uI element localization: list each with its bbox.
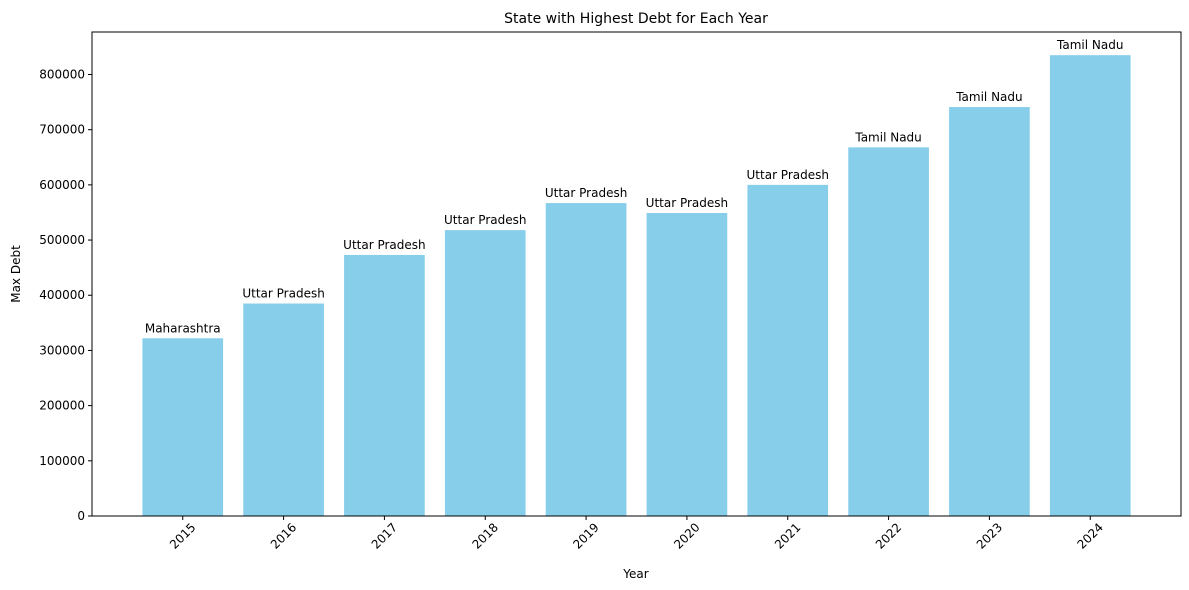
bar-labels-group: Maharashtra Uttar Pradesh Uttar Pradesh Utt… xyxy=(145,38,1124,335)
bar-label-2023: Tamil Nadu xyxy=(955,90,1022,104)
bar-2024 xyxy=(1049,55,1131,517)
bar-2018 xyxy=(444,230,526,516)
bar-label-2017: Uttar Pradesh xyxy=(343,238,425,252)
bar-2022 xyxy=(848,147,929,517)
x-axis: 2015 2016 2017 2018 2019 2020 2021 2022 2023 2024 xyxy=(167,516,1106,552)
x-tick-label: 2019 xyxy=(570,520,601,551)
bar-2023 xyxy=(949,107,1030,516)
bar-2015 xyxy=(142,338,224,516)
y-tick-label: 200000 xyxy=(39,399,85,413)
plot-frame xyxy=(91,31,1182,517)
chart-title: State with Highest Debt for Each Year xyxy=(504,11,768,27)
bar-label-2018: Uttar Pradesh xyxy=(444,213,526,227)
x-tick-label: 2016 xyxy=(268,520,299,551)
x-tick-label: 2024 xyxy=(1075,520,1106,551)
x-tick-label: 2022 xyxy=(873,520,904,551)
bar-label-2020: Uttar Pradesh xyxy=(646,196,728,210)
y-tick-label: 400000 xyxy=(39,288,85,302)
y-tick-label: 700000 xyxy=(39,123,85,137)
bar-label-2024: Tamil Nadu xyxy=(1056,38,1123,52)
x-tick-label: 2020 xyxy=(671,520,702,551)
x-tick-label: 2015 xyxy=(167,520,198,551)
y-tick-label: 800000 xyxy=(39,67,85,81)
x-tick-label: 2018 xyxy=(470,520,501,551)
x-tick-label: 2021 xyxy=(772,520,803,551)
bar-label-2019: Uttar Pradesh xyxy=(545,186,627,200)
bar-2019 xyxy=(545,203,627,516)
x-axis-label: Year xyxy=(622,567,648,581)
x-tick-label: 2023 xyxy=(974,520,1005,551)
y-tick-label: 600000 xyxy=(39,178,85,192)
y-axis: 0 100000 200000 300000 400000 500000 600000 700… xyxy=(39,67,92,523)
bar-label-2015: Maharashtra xyxy=(145,321,221,335)
bar-2020 xyxy=(646,213,728,517)
bars-group xyxy=(142,55,1131,517)
bar-2021 xyxy=(747,184,829,516)
y-tick-label: 100000 xyxy=(39,454,85,468)
bar-label-2021: Uttar Pradesh xyxy=(747,168,829,182)
y-tick-label: 0 xyxy=(77,509,85,523)
y-axis-label: Max Debt xyxy=(9,245,23,303)
x-tick-label: 2017 xyxy=(369,520,400,551)
bar-label-2022: Tamil Nadu xyxy=(854,130,921,144)
bar-label-2016: Uttar Pradesh xyxy=(242,287,324,301)
bar-2017 xyxy=(344,254,425,517)
y-tick-label: 500000 xyxy=(39,233,85,247)
bar-2016 xyxy=(243,303,324,516)
y-tick-label: 300000 xyxy=(39,343,85,357)
